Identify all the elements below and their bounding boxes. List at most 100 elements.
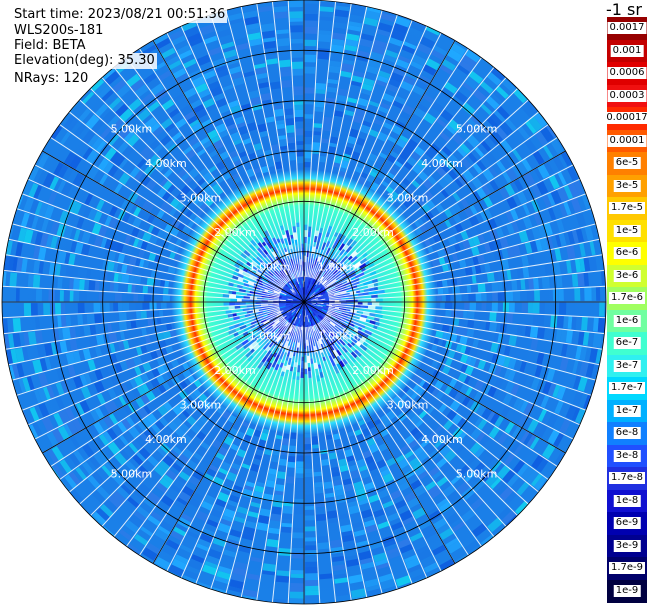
beta-cell: [287, 316, 294, 323]
beta-cell: [533, 421, 544, 436]
beta-cell: [287, 299, 291, 301]
beta-cell: [345, 554, 359, 561]
ray-line: [307, 3, 352, 278]
beta-cell: [377, 70, 391, 79]
beta-cell: [256, 445, 266, 452]
beta-cell: [456, 481, 471, 495]
beta-cell: [304, 33, 317, 40]
beta-cell: [375, 297, 383, 302]
beta-cell: [217, 491, 230, 503]
beta-cell: [334, 341, 341, 350]
beta-cell: [323, 327, 329, 334]
beta-cell: [318, 249, 324, 257]
ray-line: [326, 178, 581, 293]
beta-cell: [413, 145, 425, 157]
beta-cell: [470, 427, 483, 440]
beta-cell: [53, 412, 64, 427]
beta-cell: [364, 158, 375, 169]
beta-cell: [20, 212, 30, 228]
beta-cell: [278, 287, 284, 292]
beta-cell: [507, 369, 517, 382]
beta-cell: [400, 403, 410, 413]
beta-cell: [242, 331, 249, 337]
beta-cell: [195, 510, 210, 523]
beta-cell: [154, 528, 170, 542]
beta-cell: [369, 468, 381, 478]
beta-cell: [201, 500, 214, 511]
beta-cell: [342, 273, 350, 280]
beta-cell: [301, 278, 303, 284]
beta-cell: [372, 39, 387, 49]
beta-cell: [364, 519, 377, 528]
beta-cell: [59, 290, 64, 302]
beta-cell: [110, 375, 119, 387]
beta-cell: [275, 119, 285, 125]
beta-cell: [89, 324, 97, 336]
beta-cell: [99, 404, 110, 418]
beta-cell: [479, 320, 487, 330]
beta-cell: [199, 23, 214, 33]
beta-cell: [262, 249, 269, 256]
beta-cell: [39, 358, 48, 373]
beta-cell: [305, 309, 308, 316]
beta-cell: [43, 205, 55, 220]
beta-cell: [322, 329, 326, 334]
beta-cell: [287, 142, 296, 150]
ray-line: [324, 316, 549, 480]
colorbar-tick-label: 1e-6: [613, 314, 641, 327]
colorbar-tick-label: 0.00017: [604, 112, 647, 125]
beta-cell: [347, 500, 359, 508]
beta-cell: [230, 573, 246, 583]
beta-cell: [471, 265, 477, 275]
beta-cell: [348, 574, 364, 584]
beta-cell: [492, 89, 506, 103]
beta-cell: [592, 332, 602, 348]
beta-cell: [156, 332, 165, 341]
beta-cell: [260, 432, 269, 442]
beta-cell: [94, 313, 103, 324]
beta-cell: [501, 258, 510, 270]
beta-cell: [361, 508, 374, 519]
beta-cell: [353, 529, 367, 537]
beta-cell: [86, 313, 95, 325]
ray-line: [195, 19, 296, 279]
beta-cell: [442, 364, 451, 375]
beta-cell: [350, 80, 362, 87]
beta-cell: [447, 235, 458, 246]
beta-cell: [79, 400, 91, 414]
beta-cell: [343, 109, 355, 117]
beta-cell: [166, 242, 176, 252]
beta-cell: [314, 284, 318, 289]
beta-cell: [183, 26, 200, 39]
beta-cell: [406, 138, 418, 150]
beta-cell: [63, 424, 74, 438]
beta-cell: [313, 471, 323, 477]
colorbar-tick-label: 6e-7: [613, 337, 641, 350]
beta-cell: [150, 350, 159, 361]
ray-line: [50, 137, 284, 289]
beta-cell: [120, 199, 129, 211]
beta-cell: [352, 321, 361, 327]
beta-cell: [329, 258, 335, 264]
beta-cell: [259, 92, 272, 102]
beta-cell: [294, 116, 304, 122]
beta-cell: [228, 585, 243, 593]
beta-cell: [140, 92, 154, 104]
beta-cell: [304, 236, 308, 244]
beta-cell: [257, 5, 273, 13]
beta-cell: [132, 454, 144, 466]
beta-cell: [515, 218, 527, 232]
beta-cell: [304, 3, 319, 11]
beta-cell: [300, 243, 304, 248]
beta-cell: [304, 494, 315, 501]
beta-cell: [324, 280, 330, 285]
beta-cell: [146, 277, 155, 287]
beta-cell: [485, 373, 493, 384]
beta-cell: [243, 16, 259, 26]
beta-cell: [516, 481, 530, 496]
beta-cell: [173, 500, 187, 511]
beta-cell: [203, 123, 216, 134]
ray-line: [16, 208, 281, 295]
beta-cell: [65, 265, 74, 278]
beta-cell: [229, 131, 241, 142]
